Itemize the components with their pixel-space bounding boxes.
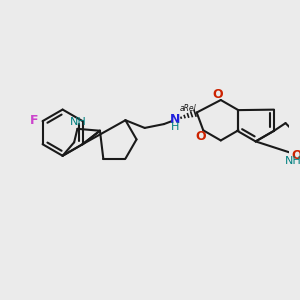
Text: N: N	[170, 113, 181, 126]
Text: O: O	[292, 149, 300, 162]
Text: NH: NH	[70, 117, 87, 127]
Text: H: H	[171, 122, 180, 132]
Text: NH: NH	[285, 156, 300, 166]
Text: aRel: aRel	[180, 104, 196, 113]
Text: O: O	[213, 88, 223, 101]
Text: F: F	[30, 114, 38, 127]
Text: O: O	[195, 130, 206, 142]
